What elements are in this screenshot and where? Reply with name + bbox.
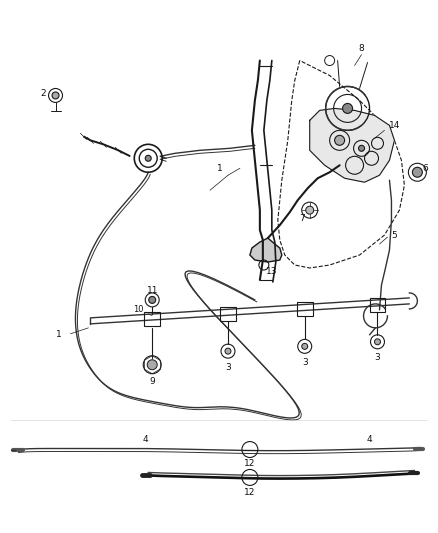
Text: 5: 5: [392, 231, 397, 239]
Text: 12: 12: [244, 488, 256, 497]
Circle shape: [413, 167, 422, 177]
Circle shape: [306, 206, 314, 214]
Polygon shape: [310, 108, 395, 182]
Circle shape: [335, 135, 345, 146]
Text: 4: 4: [367, 435, 372, 444]
Bar: [370, 298, 385, 312]
Circle shape: [343, 103, 353, 114]
Circle shape: [359, 146, 364, 151]
Text: 8: 8: [359, 44, 364, 53]
Text: 4: 4: [142, 435, 148, 444]
Circle shape: [374, 339, 381, 345]
Text: 9: 9: [149, 377, 155, 386]
Text: 10: 10: [133, 305, 144, 314]
Text: 2: 2: [41, 89, 46, 98]
Text: 6: 6: [423, 164, 428, 173]
Circle shape: [147, 360, 157, 370]
Text: 13: 13: [266, 268, 278, 277]
Text: 1: 1: [217, 164, 223, 173]
Text: 3: 3: [225, 362, 231, 372]
Circle shape: [52, 92, 59, 99]
Text: 3: 3: [374, 353, 380, 362]
Circle shape: [225, 348, 231, 354]
Circle shape: [145, 155, 151, 161]
Bar: [144, 312, 160, 326]
Polygon shape: [250, 238, 282, 262]
Text: 3: 3: [302, 358, 307, 367]
Circle shape: [149, 296, 155, 303]
Bar: [220, 307, 236, 321]
Bar: [297, 302, 313, 317]
Circle shape: [302, 343, 308, 349]
Text: 11: 11: [146, 286, 158, 295]
Text: 7: 7: [299, 214, 304, 223]
Text: 14: 14: [389, 121, 400, 130]
Text: 12: 12: [244, 459, 256, 468]
Text: 1: 1: [56, 330, 61, 340]
